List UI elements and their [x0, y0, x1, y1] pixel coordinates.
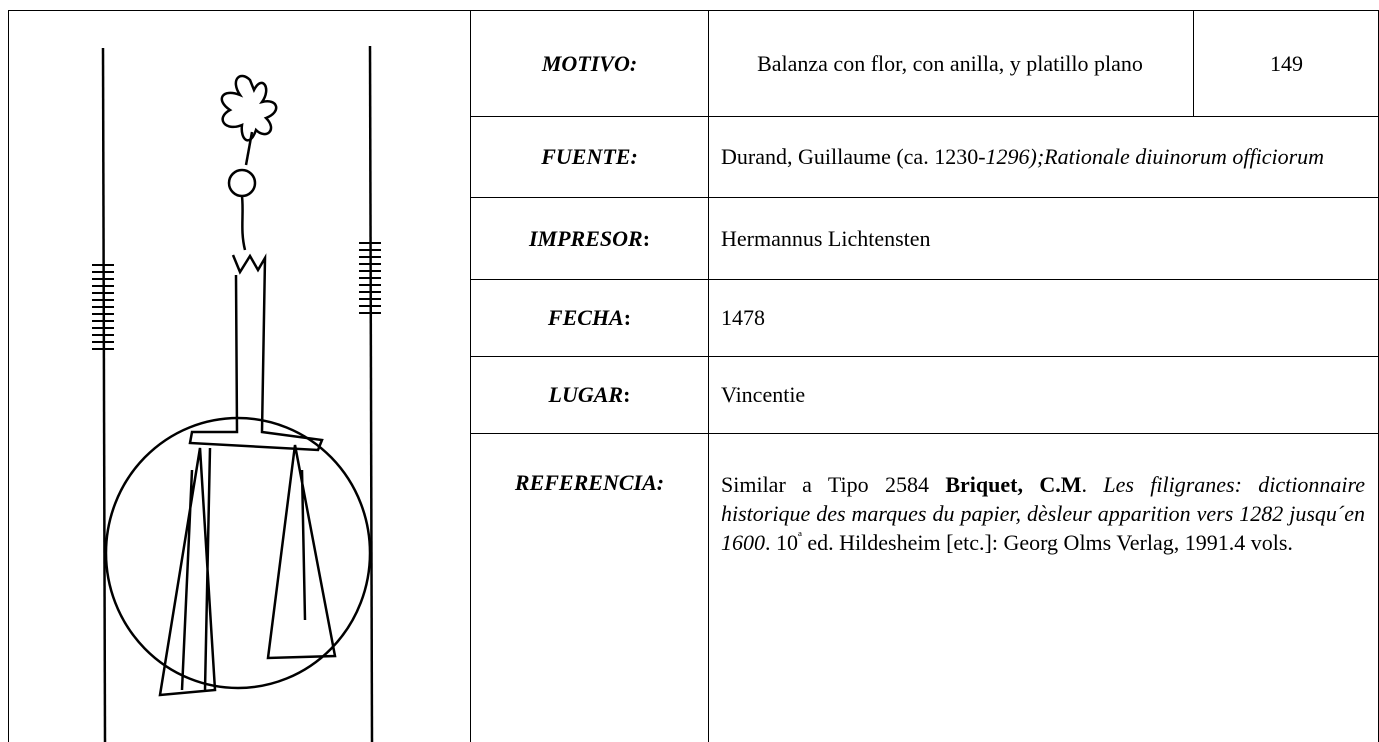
text-segment: LUGAR: [548, 382, 624, 407]
field-value: Similar a Tipo 2584 Briquet, C.M. Les fi…: [708, 433, 1379, 742]
text: Similar a Tipo 2584 Briquet, C.M. Les fi…: [721, 470, 1365, 557]
text-segment: 1478: [721, 305, 765, 330]
text-segment: Hermannus Lichtensten: [721, 225, 931, 251]
field-label: FECHA:: [470, 279, 708, 356]
text-segment: FECHA: [547, 305, 624, 330]
field-value: Durand, Guillaume (ca. 1230-1296);Ration…: [708, 116, 1379, 197]
field-label: LUGAR:: [470, 356, 708, 433]
text-segment: FUENTE:: [541, 144, 638, 169]
field-label: MOTIVO:: [470, 10, 708, 116]
text-segment: Briquet, C.M: [945, 472, 1082, 497]
text: Durand, Guillaume (ca. 1230-1296);Ration…: [721, 144, 1324, 170]
field-value: 1478: [708, 279, 1379, 356]
text: REFERENCIA:: [515, 470, 664, 496]
text-segment: :: [623, 305, 632, 330]
number: 149: [1270, 50, 1303, 76]
field-value: Balanza con flor, con anilla, y platillo…: [708, 10, 1193, 116]
text-segment: REFERENCIA:: [514, 470, 665, 495]
text-segment: Vincentie: [721, 382, 806, 407]
text-segment: ed. Hildesheim [etc.]: Georg Olms Verlag…: [801, 530, 1293, 555]
text: Vincentie: [721, 382, 805, 408]
text: Hermannus Lichtensten: [721, 226, 931, 252]
text-segment: . 10: [765, 530, 798, 555]
text: IMPRESOR:: [529, 226, 650, 252]
text-segment: .: [1081, 472, 1104, 497]
field-value: Hermannus Lichtensten: [708, 197, 1379, 279]
field-value: Vincentie: [708, 356, 1379, 433]
field-number: 149: [1193, 10, 1379, 116]
text-segment: :: [623, 382, 631, 407]
text: MOTIVO:: [542, 51, 637, 77]
text: FECHA:: [548, 305, 631, 331]
field-label: IMPRESOR:: [470, 197, 708, 279]
text-segment: Les filigranes: dictionnaire historique …: [721, 472, 1366, 555]
text: FUENTE:: [541, 144, 638, 170]
text-segment: Durand, Guillaume (ca. 1230-: [721, 144, 986, 169]
text-segment: Similar a Tipo 2584: [721, 472, 946, 497]
text-segment: :: [642, 225, 651, 251]
text: 1478: [721, 305, 765, 331]
text-segment: ª: [798, 530, 802, 546]
field-label: FUENTE:: [470, 116, 708, 197]
text: Balanza con flor, con anilla, y platillo…: [757, 51, 1143, 77]
text-segment: 1296);Rationale diuinorum officiorum: [985, 144, 1325, 169]
text-segment: IMPRESOR: [528, 225, 643, 251]
field-label: REFERENCIA:: [470, 433, 708, 742]
text-segment: MOTIVO:: [541, 50, 638, 76]
text-segment: Balanza con flor, con anilla, y platillo…: [757, 50, 1143, 76]
watermark-drawing: [92, 45, 381, 742]
text: LUGAR:: [549, 382, 631, 408]
